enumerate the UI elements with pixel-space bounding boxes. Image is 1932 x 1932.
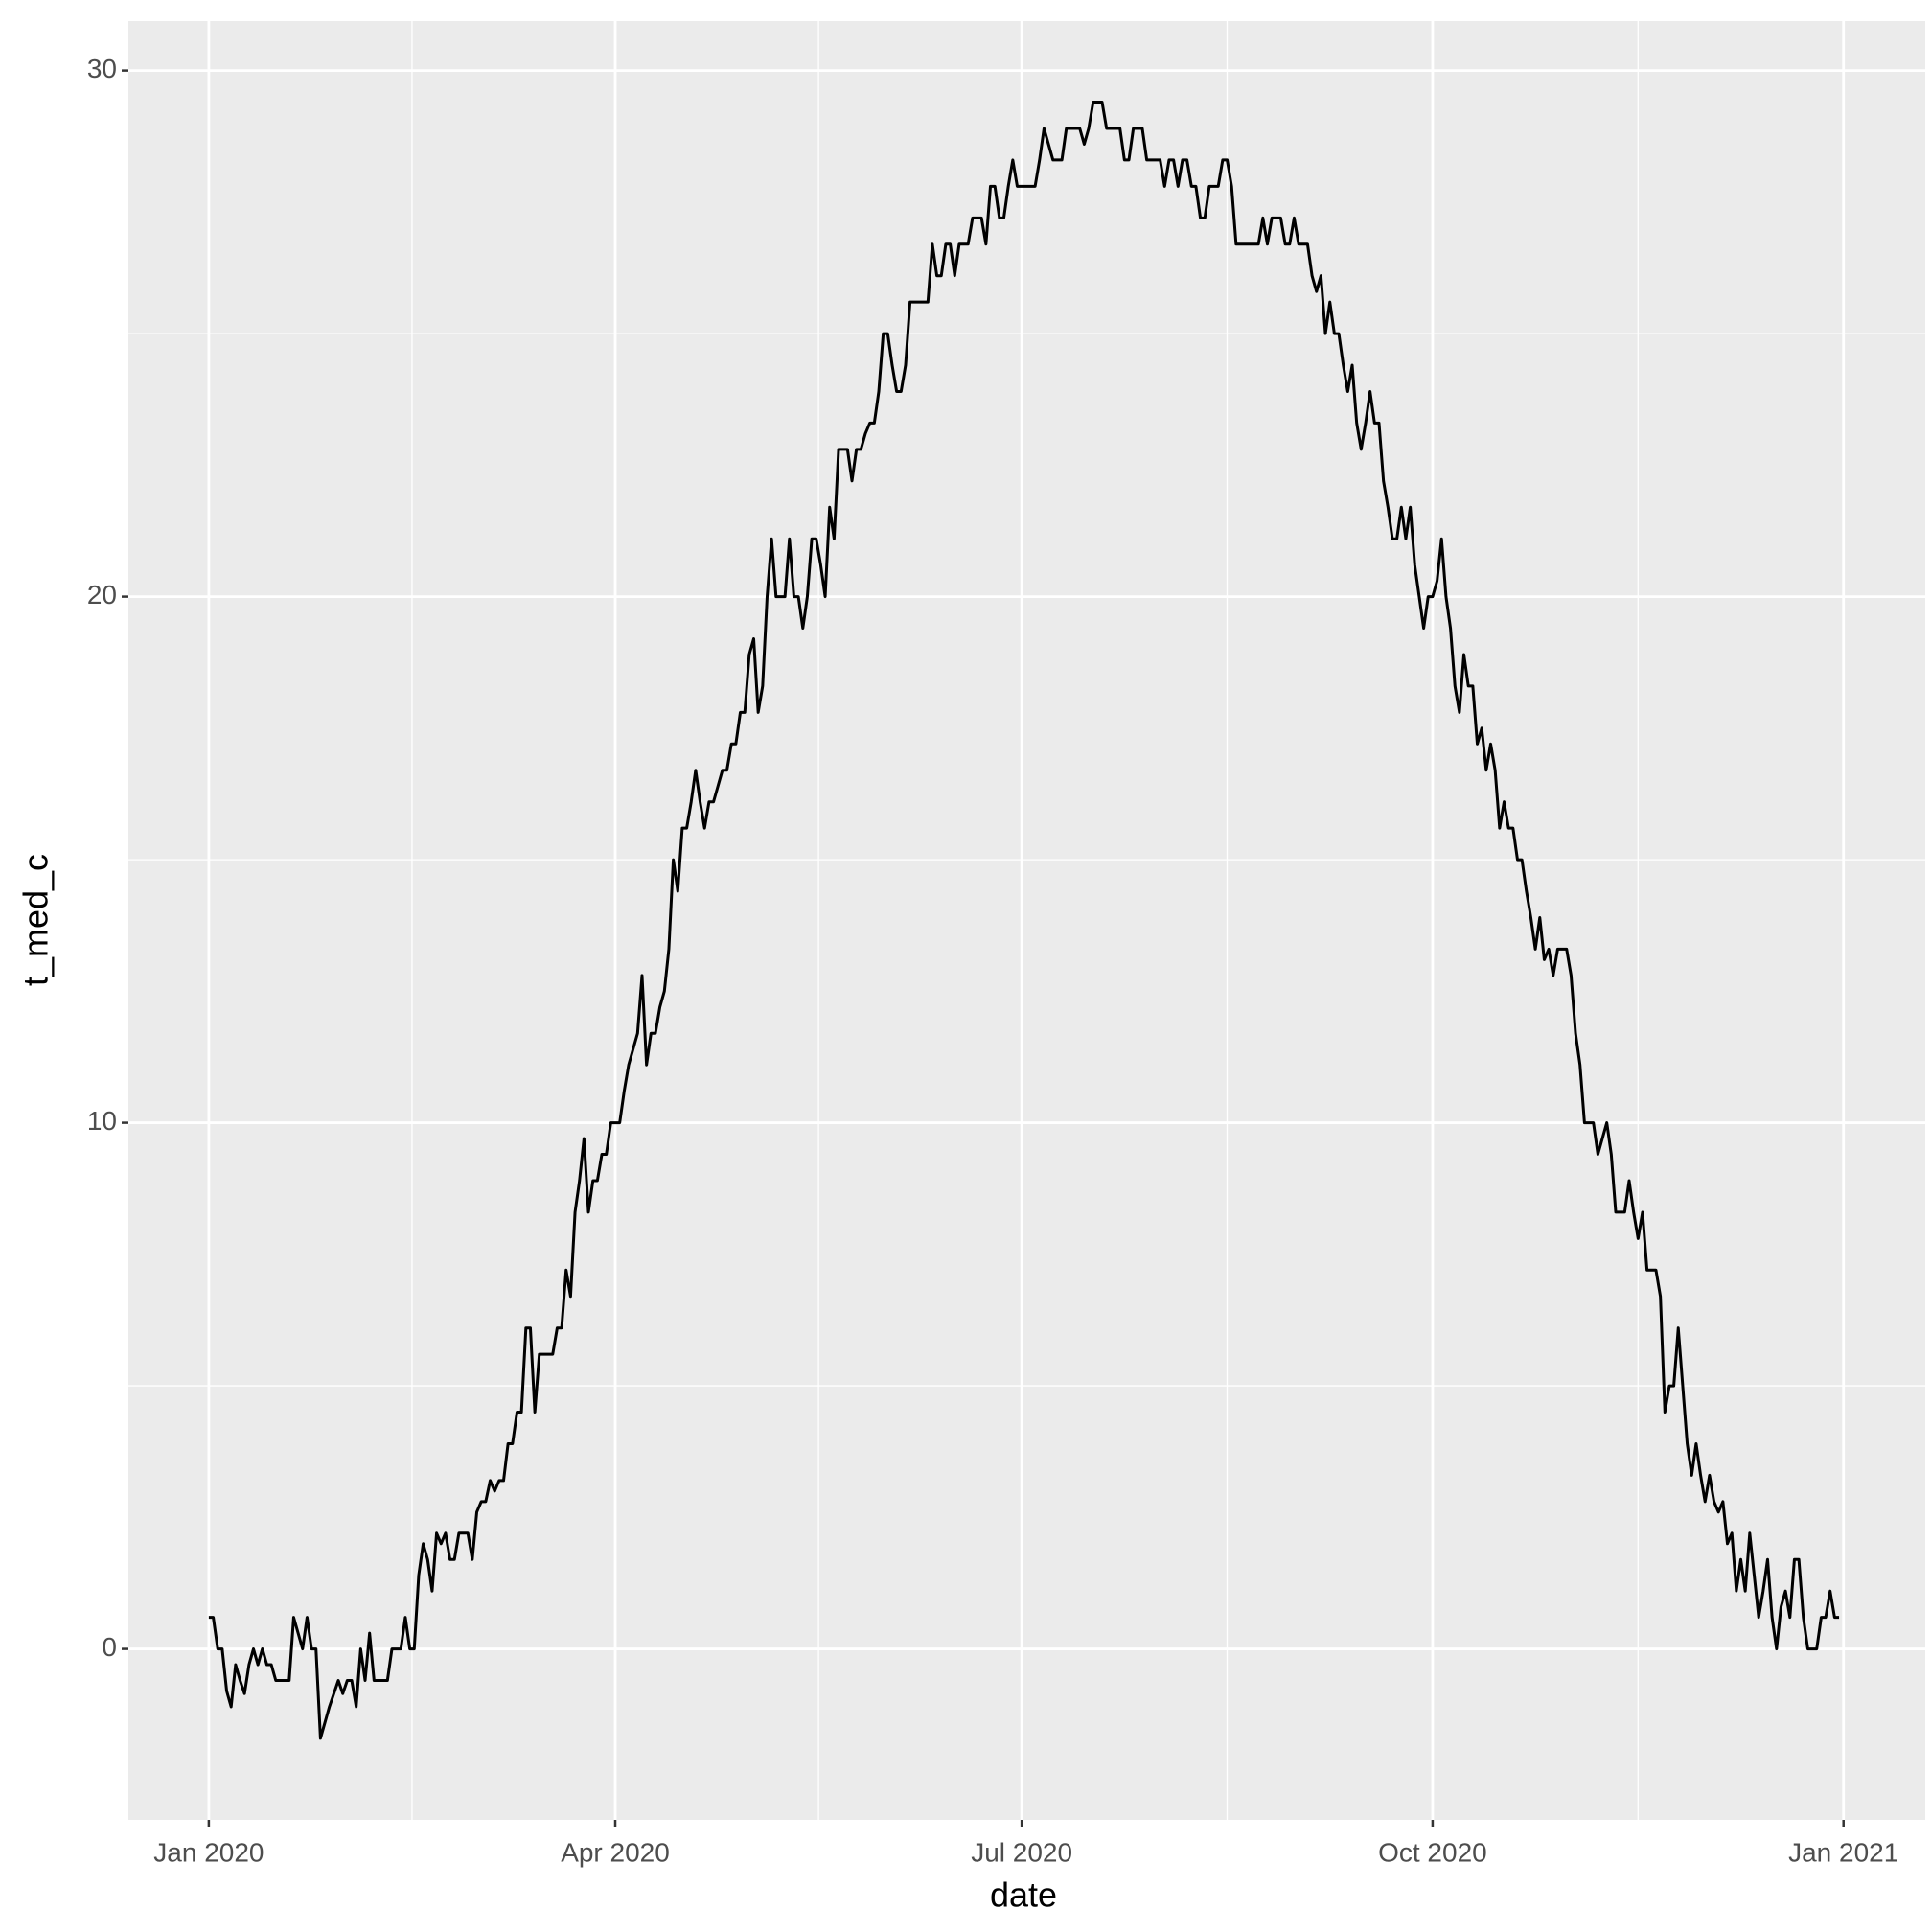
y-axis-title: t_med_c xyxy=(16,854,56,986)
x-tick-label: Jan 2021 xyxy=(1788,1837,1898,1867)
x-tick-label: Oct 2020 xyxy=(1378,1837,1487,1867)
y-tick-label: 30 xyxy=(87,54,117,83)
x-axis-title: date xyxy=(990,1875,1057,1915)
line xyxy=(208,101,1840,1740)
y-tick-label: 20 xyxy=(87,580,117,610)
x-tick-label: Apr 2020 xyxy=(561,1837,670,1867)
x-tick-label: Jan 2020 xyxy=(153,1837,264,1867)
y-tick-label: 10 xyxy=(87,1106,117,1136)
panel xyxy=(128,21,1925,1820)
y-tick-label: 0 xyxy=(102,1632,117,1662)
x-tick-label: Jul 2020 xyxy=(971,1837,1072,1867)
